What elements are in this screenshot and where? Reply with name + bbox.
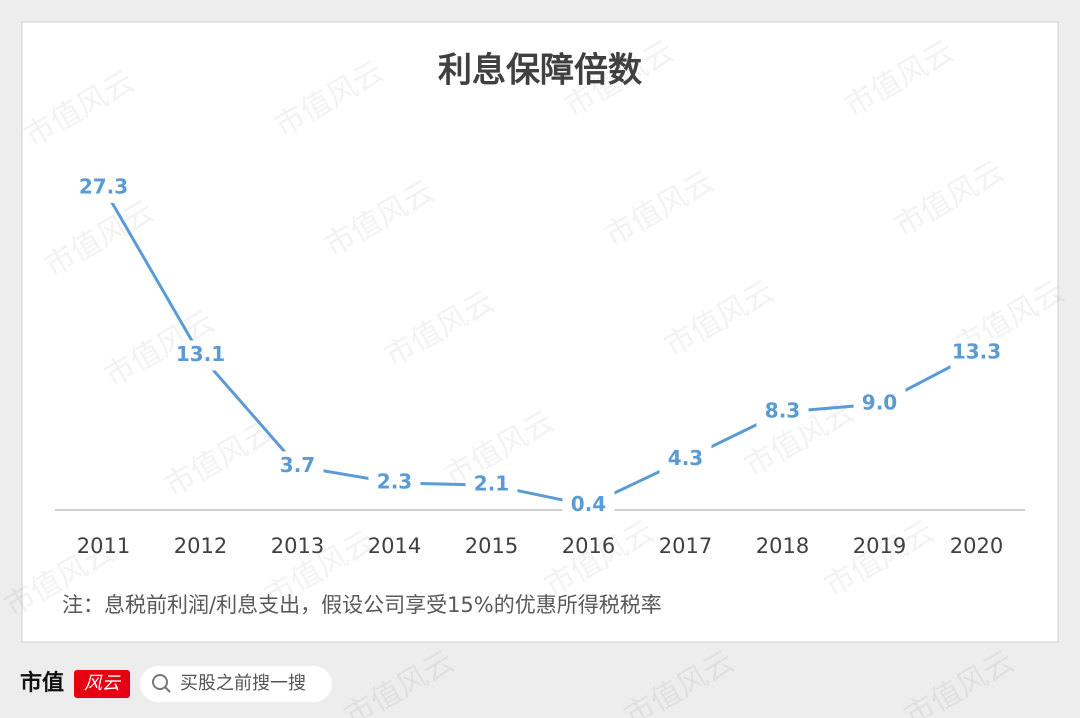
data-label: 4.3 [668,446,703,470]
x-tick-label: 2011 [77,534,130,558]
data-line [102,187,978,507]
chart-title: 利息保障倍数 [438,51,642,91]
data-label: 27.3 [79,175,128,199]
x-tick-label: 2017 [659,534,712,558]
plot: 2011 2012 2013 2014 2015 2016 2017 2018 2019 2020… [77,173,1003,558]
data-label-bg [562,490,615,521]
data-label: 0.4 [571,492,606,516]
data-label: 2.3 [377,469,412,493]
chart-card [21,21,1059,643]
x-tick-label: 2015 [465,534,518,558]
x-tick-label: 2016 [562,534,615,558]
data-label-bg [174,340,227,371]
data-label: 9.0 [862,390,897,414]
x-tick-label: 2020 [950,534,1003,558]
x-tick-label: 2019 [853,534,906,558]
x-tick-label: 2013 [271,534,324,558]
data-label-bg [77,173,130,203]
watermark: 市值风云 [619,644,740,718]
brand-mark: 风云 [84,673,122,694]
data-label-bg [465,470,518,501]
search-icon [152,674,168,690]
data-label-bg [853,388,906,419]
brand-mark-box [74,670,130,698]
watermark: 市值风云 [899,644,1020,718]
data-label: 2.1 [474,472,509,496]
watermark: 市值风云 [339,644,460,718]
data-label-bg [271,451,324,482]
data-label-bg [950,338,1003,369]
search-placeholder: 买股之前搜一搜 [180,673,306,694]
data-label: 3.7 [280,453,315,477]
brand: 市值 [20,670,64,696]
note: 注：息税前利润/利息支出，假设公司享受15%的优惠所得税税率 [62,593,662,617]
x-tick-label: 2012 [174,534,227,558]
search-icon-handle [164,686,171,693]
data-label: 13.3 [952,340,1001,364]
data-label-bg [368,467,421,498]
x-tick-label: 2014 [368,534,421,558]
data-label: 13.1 [176,342,225,366]
data-label-bg [659,444,712,475]
data-label-bg [756,397,809,428]
x-tick-label: 2018 [756,534,809,558]
data-label: 8.3 [765,399,800,423]
search-box[interactable] [140,666,332,702]
